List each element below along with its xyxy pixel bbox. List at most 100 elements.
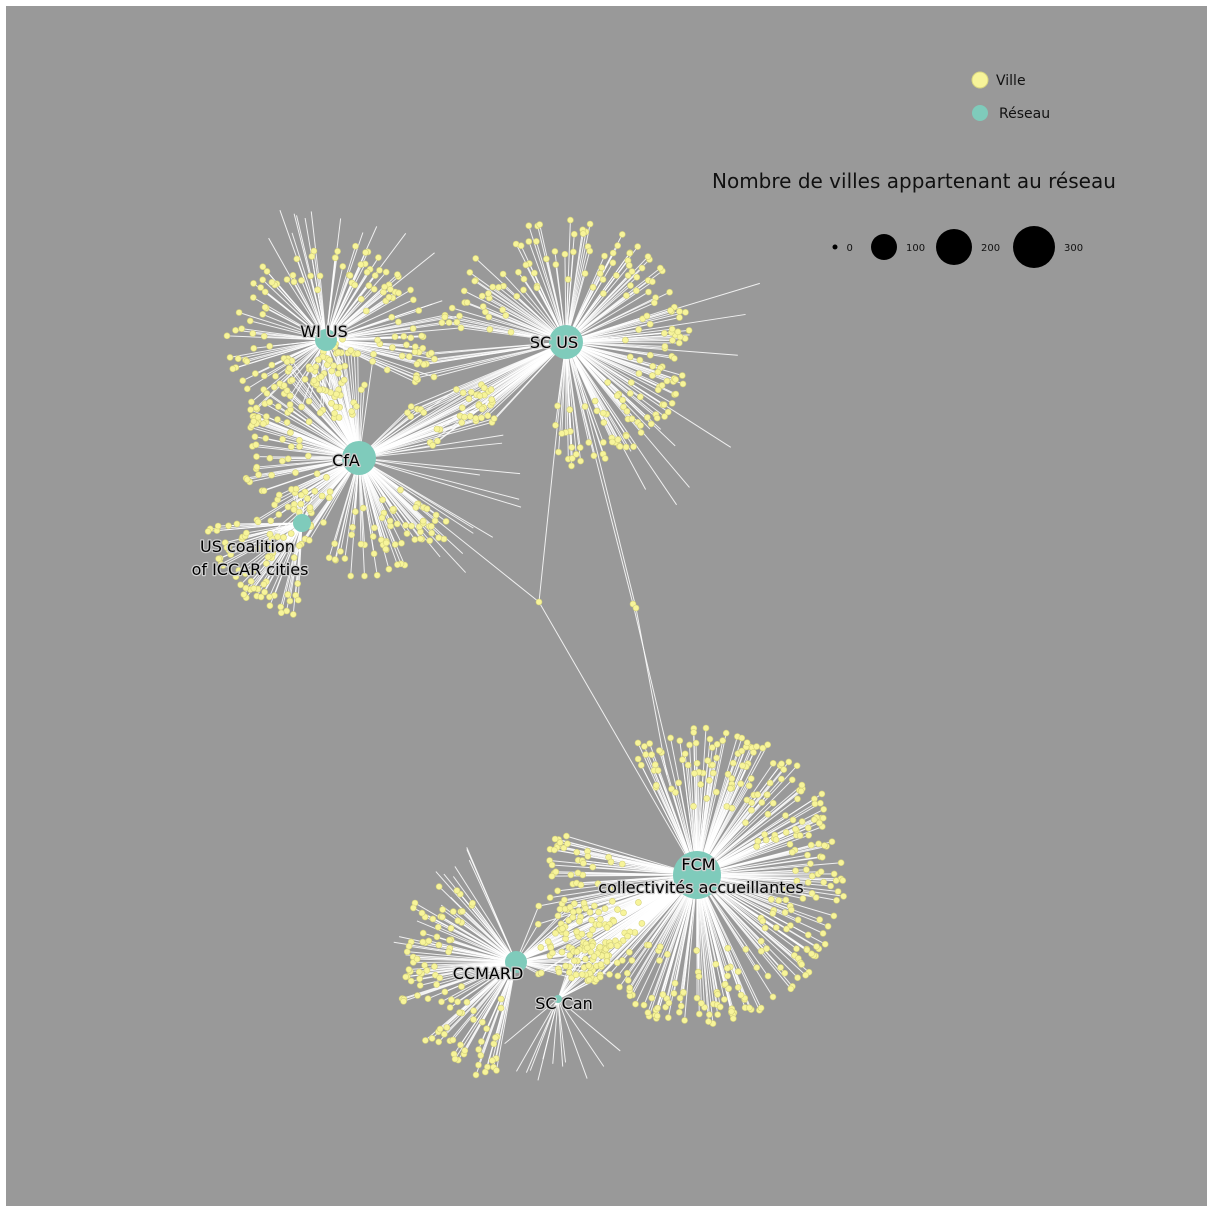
city-node xyxy=(807,860,814,868)
edge xyxy=(487,341,567,417)
city-node xyxy=(290,554,298,561)
size-legend-circle xyxy=(832,244,838,250)
city-node xyxy=(296,436,303,444)
city-node xyxy=(644,253,652,260)
city-node xyxy=(488,1057,496,1064)
city-node xyxy=(636,356,644,364)
edge xyxy=(421,912,517,963)
edge xyxy=(286,279,327,341)
city-node xyxy=(468,388,475,396)
city-node xyxy=(259,276,267,284)
city-node xyxy=(382,539,390,547)
city-node xyxy=(676,994,684,1002)
city-node xyxy=(461,1047,469,1054)
edge xyxy=(542,998,559,1060)
edge xyxy=(228,522,303,551)
city-node xyxy=(247,406,254,414)
edge xyxy=(411,341,567,408)
city-node xyxy=(370,285,378,293)
city-node xyxy=(520,286,527,294)
edge xyxy=(258,416,360,459)
edge xyxy=(557,947,588,1000)
edge xyxy=(557,998,564,1067)
city-node xyxy=(266,398,274,406)
city-node xyxy=(664,950,671,958)
city-node xyxy=(720,996,728,1003)
city-node xyxy=(644,1009,652,1017)
city-node xyxy=(463,299,471,306)
city-node xyxy=(816,916,824,923)
city-node xyxy=(415,307,423,314)
city-node xyxy=(601,455,609,462)
city-node xyxy=(769,759,777,767)
city-node xyxy=(596,270,604,277)
city-node xyxy=(805,831,813,839)
city-node xyxy=(624,272,632,279)
city-node xyxy=(466,269,474,276)
city-node xyxy=(682,308,689,316)
city-node xyxy=(626,353,634,361)
city-node xyxy=(820,878,828,886)
city-node xyxy=(405,353,413,360)
city-node xyxy=(346,272,354,279)
city-node xyxy=(226,354,234,361)
city-node xyxy=(645,288,652,296)
city-node xyxy=(431,963,438,970)
edge xyxy=(565,328,673,343)
city-node xyxy=(497,995,505,1003)
city-node xyxy=(287,443,295,451)
city-node xyxy=(590,953,598,960)
edge xyxy=(443,961,517,1035)
city-node xyxy=(395,318,402,326)
city-node xyxy=(672,390,680,398)
city-node xyxy=(446,936,453,944)
edge xyxy=(557,998,567,1063)
edge xyxy=(565,259,650,343)
city-node xyxy=(312,363,320,371)
city-node xyxy=(646,740,654,747)
network-label-ccmard: CCMARD xyxy=(453,964,524,983)
city-node xyxy=(794,974,801,982)
edge xyxy=(358,457,540,603)
city-node xyxy=(753,843,761,850)
city-node xyxy=(792,825,799,833)
edge xyxy=(407,951,517,963)
edge xyxy=(334,457,360,560)
edge xyxy=(264,522,303,593)
city-node xyxy=(264,553,272,561)
city-node xyxy=(336,364,344,371)
city-node xyxy=(758,799,766,806)
edge xyxy=(358,457,474,534)
edge xyxy=(264,291,327,341)
city-node xyxy=(394,561,401,569)
city-node xyxy=(656,943,664,951)
city-node xyxy=(434,437,441,445)
edge xyxy=(478,961,517,1066)
city-node xyxy=(400,333,408,340)
city-node xyxy=(493,1067,500,1074)
city-node xyxy=(712,960,720,968)
edge xyxy=(325,271,387,341)
city-node xyxy=(266,454,274,462)
city-node xyxy=(223,544,231,551)
city-node xyxy=(253,453,260,460)
city-node xyxy=(697,781,705,788)
city-node xyxy=(323,473,330,481)
network-node-fcm xyxy=(673,851,721,899)
city-node xyxy=(585,976,593,984)
city-node xyxy=(586,247,594,255)
city-node xyxy=(266,530,274,538)
city-node xyxy=(365,282,373,289)
city-node xyxy=(808,950,815,958)
city-node xyxy=(651,299,658,307)
city-node xyxy=(792,867,799,875)
city-node xyxy=(435,1038,443,1046)
city-node xyxy=(581,403,589,410)
city-node xyxy=(672,376,679,383)
city-node xyxy=(713,740,721,748)
edge xyxy=(565,341,690,488)
edge xyxy=(407,341,567,414)
city-node xyxy=(331,556,339,563)
city-node xyxy=(389,505,397,513)
city-node xyxy=(460,287,468,295)
